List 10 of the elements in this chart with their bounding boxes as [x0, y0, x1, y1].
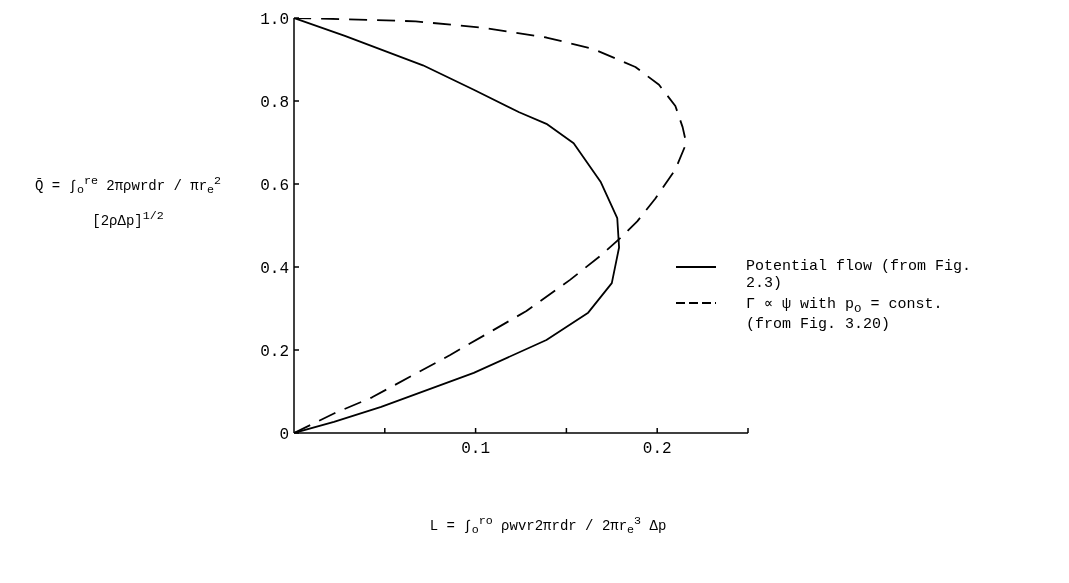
legend-label: Potential flow (from Fig. 2.3) [746, 258, 973, 292]
y-tick-label: 0.4 [260, 259, 289, 278]
legend-label: Γ ∝ ψ with p$_{o}$ = const. (from Fig. 3.20) [746, 295, 944, 333]
x-axis-title: L = ∫$_{o}$$^{ro}$ ρwvr2πrdr / 2πr$_{e}$$^{3}$ Δp [428, 513, 668, 540]
x-tick-label: 0.1 [461, 440, 491, 459]
y-tick-label: 0.8 [260, 93, 289, 112]
y-tick-label: 0.6 [260, 176, 289, 195]
y-tick-label: 0.2 [260, 342, 289, 361]
y-tick-label: 1.0 [260, 10, 289, 29]
y-tick-label: 0 [279, 425, 289, 444]
